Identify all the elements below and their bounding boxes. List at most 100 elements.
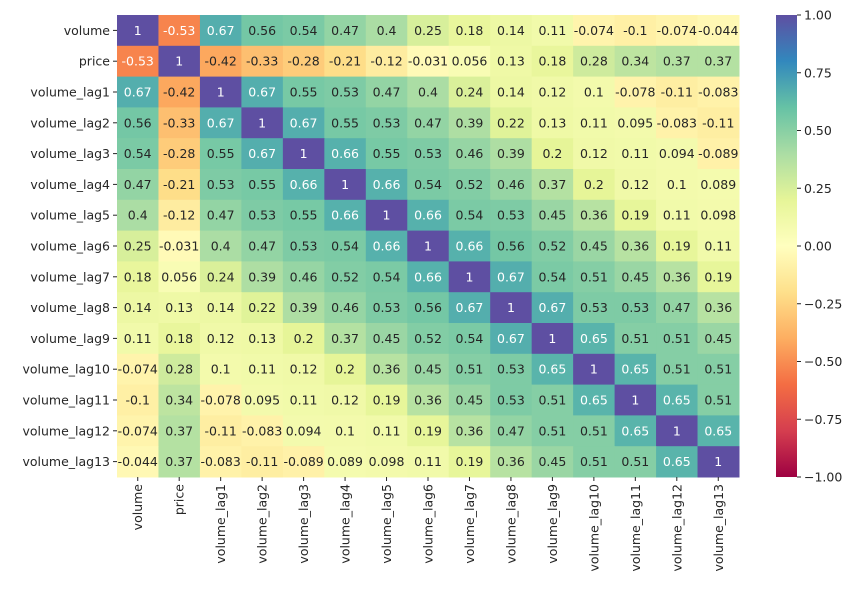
colorbar-tick-label: 0.75 xyxy=(804,65,832,80)
heatmap-cell xyxy=(490,107,533,139)
heatmap-cell xyxy=(697,45,740,78)
cell-label: -0.21 xyxy=(329,54,361,69)
cell-label: 0.66 xyxy=(414,269,442,284)
heatmap-cell xyxy=(407,415,450,447)
cell-label: 0.53 xyxy=(248,208,276,223)
cell-label: 0.51 xyxy=(580,423,608,438)
heatmap-cell xyxy=(656,15,699,47)
cell-label: 0.095 xyxy=(244,393,280,408)
cell-label: 0.53 xyxy=(331,85,359,100)
y-tick-label: volume_lag8 xyxy=(30,300,110,315)
cell-label: -0.28 xyxy=(287,54,319,69)
cell-label: 0.056 xyxy=(452,54,488,69)
colorbar-tick-label: 0.00 xyxy=(804,239,832,254)
cell-label: -0.083 xyxy=(201,454,241,469)
heatmap-cell xyxy=(656,323,699,355)
cell-label: 0.65 xyxy=(704,423,732,438)
cell-label: 0.14 xyxy=(497,23,525,38)
heatmap-cell xyxy=(697,230,740,262)
cell-label: -0.11 xyxy=(204,423,236,438)
heatmap-cell xyxy=(573,384,616,416)
heatmap-cell xyxy=(199,45,242,78)
heatmap-cell xyxy=(324,107,367,139)
cell-label: 0.37 xyxy=(538,177,566,192)
heatmap-cell xyxy=(573,76,616,108)
heatmap-cell xyxy=(407,446,450,478)
cell-label: 0.25 xyxy=(414,23,442,38)
heatmap-cell xyxy=(282,323,325,355)
heatmap-cell xyxy=(573,169,616,201)
cell-label: 0.47 xyxy=(414,115,442,130)
x-tick-label: volume_lag9 xyxy=(545,484,560,564)
cell-label: 0.12 xyxy=(331,393,359,408)
cell-label: 0.18 xyxy=(538,54,566,69)
cell-label: 0.39 xyxy=(248,269,276,284)
heatmap-cell xyxy=(241,261,284,293)
heatmap-cell xyxy=(573,261,616,293)
heatmap-cell xyxy=(407,169,450,201)
heatmap-cell xyxy=(117,323,159,355)
cell-label: 0.37 xyxy=(165,423,193,438)
heatmap-cell xyxy=(490,199,533,232)
heatmap-cell xyxy=(365,107,408,139)
heatmap-cell xyxy=(365,15,408,47)
heatmap-cell xyxy=(656,415,699,447)
colorbar-tick-label: −0.75 xyxy=(804,412,842,427)
heatmap-cell xyxy=(282,199,325,232)
heatmap-cell xyxy=(614,415,657,447)
heatmap-cell xyxy=(697,76,740,108)
y-tick-label: volume_lag3 xyxy=(30,146,110,161)
heatmap-cell xyxy=(365,45,408,78)
heatmap-cell xyxy=(573,230,616,262)
heatmap-cell xyxy=(324,446,367,478)
cell-label: 0.14 xyxy=(497,85,525,100)
cell-label: 1 xyxy=(507,300,515,315)
heatmap-cell xyxy=(490,384,533,416)
cell-label: 0.22 xyxy=(497,115,525,130)
heatmap-cell xyxy=(365,76,408,108)
x-tick-label: volume xyxy=(130,484,145,531)
cell-label: 0.094 xyxy=(659,146,695,161)
cell-label: 0.13 xyxy=(497,54,525,69)
heatmap-cell xyxy=(490,230,533,262)
heatmap-cell xyxy=(324,353,367,386)
cell-label: 0.4 xyxy=(377,23,397,38)
heatmap-cell xyxy=(158,138,201,170)
heatmap-cell xyxy=(158,45,201,78)
cell-label: 0.13 xyxy=(165,300,193,315)
cell-label: 0.65 xyxy=(580,331,608,346)
cell-label: 0.34 xyxy=(621,54,649,69)
heatmap-cell xyxy=(365,353,408,386)
heatmap-cell xyxy=(490,76,533,108)
heatmap-cell xyxy=(448,446,491,478)
heatmap-cell xyxy=(117,353,159,386)
cell-label: -0.089 xyxy=(283,454,323,469)
heatmap-cell xyxy=(324,138,367,170)
heatmap-cell xyxy=(573,292,616,324)
cell-label: 1 xyxy=(714,454,722,469)
cell-label: -0.074 xyxy=(574,23,614,38)
heatmap-cell xyxy=(656,446,699,478)
heatmap-cell xyxy=(697,292,740,324)
x-tick-label: volume_lag3 xyxy=(296,484,311,564)
heatmap-cell xyxy=(324,230,367,262)
heatmap-cell xyxy=(614,76,657,108)
cell-label: 0.19 xyxy=(621,208,649,223)
cell-label: 0.11 xyxy=(248,362,276,377)
cell-label: -0.33 xyxy=(246,54,278,69)
cell-label: 0.25 xyxy=(124,239,152,254)
cell-label: 0.056 xyxy=(161,269,197,284)
heatmap-cell xyxy=(117,45,159,78)
heatmap-cell xyxy=(531,415,574,447)
cell-label: 0.47 xyxy=(248,239,276,254)
heatmap-cell xyxy=(656,107,699,139)
cell-label: 0.51 xyxy=(580,454,608,469)
heatmap-cell xyxy=(158,292,201,324)
heatmap-cell xyxy=(407,292,450,324)
cell-label: 0.11 xyxy=(124,331,152,346)
heatmap-cell xyxy=(448,107,491,139)
cell-label: 0.19 xyxy=(373,393,401,408)
cell-label: -0.12 xyxy=(163,208,195,223)
heatmap-cell xyxy=(614,353,657,386)
heatmap-cell xyxy=(448,384,491,416)
